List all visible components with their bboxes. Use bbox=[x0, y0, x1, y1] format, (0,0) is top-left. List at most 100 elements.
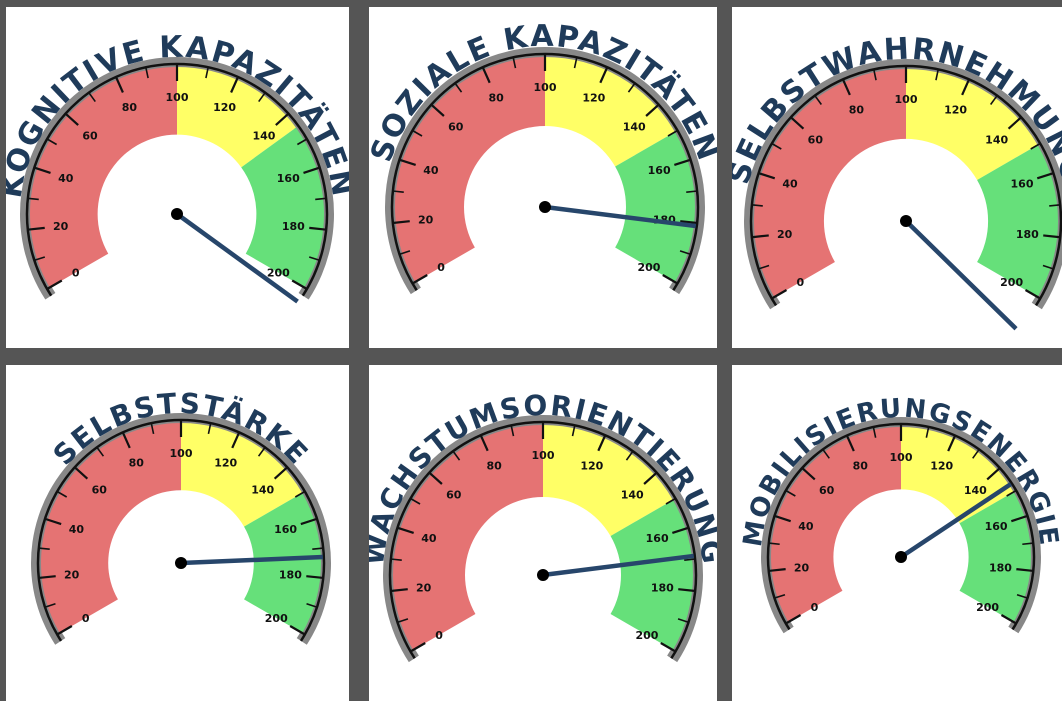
gauge-major-tick bbox=[74, 467, 89, 480]
gauge-major-tick bbox=[303, 166, 320, 174]
gauge-major-tick bbox=[1036, 172, 1053, 180]
gauge-needle bbox=[904, 219, 1018, 331]
gauge-tick-label: 40 bbox=[421, 532, 437, 545]
gauge-tick-label: 60 bbox=[446, 489, 462, 502]
gauge-needle-hub bbox=[900, 215, 912, 227]
gauge-needle bbox=[542, 553, 695, 578]
gauge-minor-tick bbox=[312, 547, 323, 550]
gauge-major-tick bbox=[643, 472, 657, 485]
gauge-major-tick bbox=[393, 220, 410, 224]
gauge-major-tick bbox=[769, 568, 786, 572]
gauge-minor-tick bbox=[573, 58, 578, 69]
gauge-tick-label: 140 bbox=[621, 489, 644, 502]
gauge-minor-tick bbox=[1022, 542, 1033, 546]
gauge-tick-label: 60 bbox=[448, 121, 464, 134]
gauge-major-tick bbox=[230, 77, 239, 93]
gauge-tick-label: 120 bbox=[580, 459, 603, 472]
gauge-tick-label: 120 bbox=[213, 101, 236, 114]
gauge-major-tick bbox=[772, 289, 788, 299]
gauge-needle-hub bbox=[895, 551, 907, 563]
gauge-major-tick bbox=[398, 526, 414, 535]
gauge-tick-label: 160 bbox=[274, 523, 297, 536]
gauge-tick-label: 200 bbox=[265, 612, 288, 625]
gauge-major-tick bbox=[291, 279, 307, 290]
gauge-needle bbox=[899, 482, 1013, 559]
gauge-needle-hub bbox=[539, 201, 551, 213]
gauge-zone-2 bbox=[977, 145, 1058, 297]
gauge-panel-selbstwahrnehmung: 020406080100120140160180200SELBSTWAHRNEH… bbox=[732, 7, 1062, 348]
gauge-tick-label: 0 bbox=[811, 601, 819, 614]
gauge-tick-label: 140 bbox=[964, 484, 987, 497]
gauge-tick-label: 160 bbox=[648, 164, 671, 177]
gauge-tick-label: 80 bbox=[487, 459, 503, 472]
gauge-minor-tick bbox=[772, 143, 782, 150]
gauge-tick-label: 100 bbox=[166, 91, 189, 104]
gauge-minor-tick bbox=[258, 92, 266, 103]
gauge-tick-label: 160 bbox=[985, 520, 1008, 533]
gauge-minor-tick bbox=[571, 426, 576, 437]
gauge-major-tick bbox=[846, 435, 855, 452]
gauge-major-tick bbox=[482, 67, 491, 84]
gauge-tick-label: 80 bbox=[122, 101, 138, 114]
gauge-minor-tick bbox=[1030, 143, 1040, 150]
gauge-minor-tick bbox=[455, 83, 463, 93]
gauge-major-tick bbox=[599, 67, 608, 84]
gauge-zone-0 bbox=[29, 67, 177, 288]
gauge-major-tick bbox=[986, 467, 1000, 481]
gauge-zone-1 bbox=[543, 425, 673, 536]
gauge-kognitive-kapazitaeten: 020406080100120140160180200KOGNITIVE KAP… bbox=[6, 30, 349, 304]
gauge-major-tick bbox=[790, 117, 805, 130]
gauge-major-tick bbox=[752, 234, 769, 239]
gauge-tick-label: 140 bbox=[252, 130, 275, 143]
gauge-minor-tick bbox=[667, 130, 678, 137]
gauge-major-tick bbox=[122, 432, 131, 449]
gauge-tick-label: 40 bbox=[423, 164, 439, 177]
gauge-major-tick bbox=[309, 226, 326, 231]
gauge-tick-label: 180 bbox=[1016, 228, 1039, 241]
gauge-rim-line bbox=[390, 52, 700, 292]
gauge-minor-tick bbox=[512, 58, 517, 69]
gauge-major-tick bbox=[400, 158, 416, 167]
gauge-minor-tick bbox=[989, 95, 998, 105]
gauge-minor-tick bbox=[398, 618, 409, 623]
gauge-major-tick bbox=[645, 104, 659, 117]
gauge-major-tick bbox=[680, 220, 697, 224]
gauge-major-tick bbox=[431, 104, 445, 117]
gauge-minor-tick bbox=[1042, 264, 1053, 270]
gauge-selbstwahrnehmung: 020406080100120140160180200SELBSTWAHRNEH… bbox=[732, 32, 1062, 331]
gauge-zone-2 bbox=[615, 132, 695, 282]
gauge-major-tick bbox=[412, 274, 428, 284]
gauge-minor-tick bbox=[410, 498, 421, 505]
gauge-minor-tick bbox=[88, 92, 96, 103]
gauge-needle-hub bbox=[537, 569, 549, 581]
gauge-tick-label: 20 bbox=[64, 568, 80, 581]
gauge-minor-tick bbox=[625, 451, 633, 461]
gauge-major-tick bbox=[1024, 289, 1040, 299]
gauge-major-tick bbox=[1016, 568, 1033, 572]
gauge-zone-0 bbox=[395, 57, 545, 282]
gauge-tick-label: 40 bbox=[782, 177, 798, 190]
gauge-tick-label: 120 bbox=[214, 457, 237, 470]
gauge-zone-1 bbox=[545, 57, 675, 167]
gauge-tick-label: 60 bbox=[808, 133, 824, 146]
gauge-minor-tick bbox=[57, 491, 68, 498]
gauge-major-tick bbox=[660, 642, 676, 652]
gauge-major-tick bbox=[65, 113, 79, 126]
gauge-major-tick bbox=[1000, 614, 1016, 624]
gauge-tick-label: 140 bbox=[985, 133, 1008, 146]
gauge-wachstumsorientierung: 020406080100120140160180200WACHSTUMSORIE… bbox=[369, 389, 717, 663]
gauge-tick-label: 120 bbox=[944, 104, 967, 117]
gauge-rim-line bbox=[749, 64, 1062, 307]
gauge-tick-label: 80 bbox=[129, 457, 145, 470]
gauge-minor-tick bbox=[308, 256, 319, 261]
gauge-minor-tick bbox=[935, 70, 939, 81]
gauge-major-tick bbox=[597, 435, 606, 452]
gauge-minor-tick bbox=[786, 490, 796, 497]
gauge-minor-tick bbox=[35, 256, 46, 261]
gauge-minor-tick bbox=[412, 130, 423, 137]
gauge-minor-tick bbox=[45, 603, 56, 608]
gauge-tick-label: 180 bbox=[651, 582, 674, 595]
gauge-tick-label: 20 bbox=[418, 214, 434, 227]
gauge-tick-label: 200 bbox=[267, 267, 290, 280]
